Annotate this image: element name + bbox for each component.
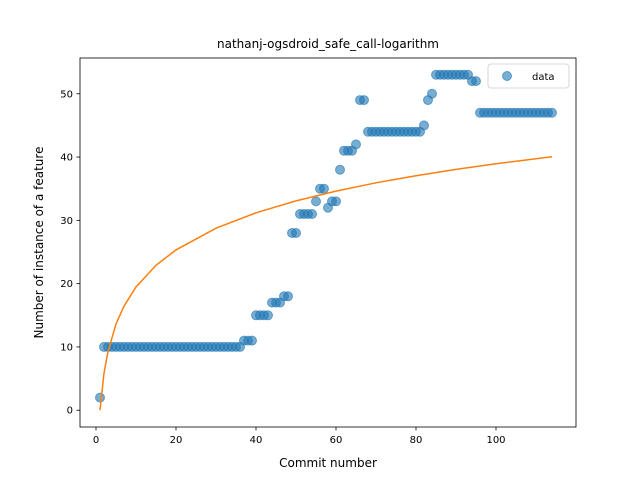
x-tick-label: 80 bbox=[410, 435, 423, 446]
data-point bbox=[283, 291, 293, 302]
x-tick-label: 40 bbox=[250, 435, 263, 446]
x-axis: 0 20 40 60 80 100 bbox=[93, 427, 506, 446]
legend-marker-data bbox=[502, 71, 512, 81]
data-point bbox=[427, 88, 437, 99]
x-tick-label: 100 bbox=[486, 435, 505, 446]
data-point bbox=[263, 310, 273, 321]
y-axis: 0 10 20 30 40 50 bbox=[60, 89, 80, 417]
data-point bbox=[359, 95, 369, 106]
x-tick-label: 20 bbox=[170, 435, 183, 446]
legend-label-data: data bbox=[532, 72, 555, 83]
y-tick-label: 10 bbox=[60, 342, 73, 353]
y-tick-label: 0 bbox=[67, 406, 73, 417]
y-tick-label: 30 bbox=[60, 216, 73, 227]
legend-frame bbox=[487, 63, 570, 89]
y-axis-label: Number of instance of a feature bbox=[32, 147, 46, 339]
fit-curve bbox=[99, 156, 553, 411]
data-point bbox=[291, 228, 301, 239]
x-tick-label: 60 bbox=[330, 435, 343, 446]
axes-frame bbox=[79, 57, 577, 428]
data-point bbox=[335, 164, 345, 175]
data-point bbox=[331, 196, 341, 207]
data-point bbox=[419, 120, 429, 131]
data-point bbox=[471, 76, 481, 87]
data-point bbox=[95, 392, 105, 403]
y-tick-label: 40 bbox=[60, 153, 73, 164]
y-tick-label: 50 bbox=[60, 89, 73, 100]
legend: data bbox=[487, 63, 570, 89]
data-point bbox=[351, 139, 361, 150]
data-point bbox=[319, 183, 329, 194]
data-point bbox=[307, 209, 317, 220]
data-point bbox=[247, 335, 257, 346]
data-point bbox=[547, 107, 557, 118]
x-axis-label: Commit number bbox=[279, 456, 377, 470]
chart-title: nathanj-ogsdroid_safe_call-logarithm bbox=[217, 37, 439, 51]
y-tick-label: 20 bbox=[60, 279, 73, 290]
data-point bbox=[311, 196, 321, 207]
x-tick-label: 0 bbox=[93, 435, 99, 446]
plot-area bbox=[95, 69, 557, 411]
